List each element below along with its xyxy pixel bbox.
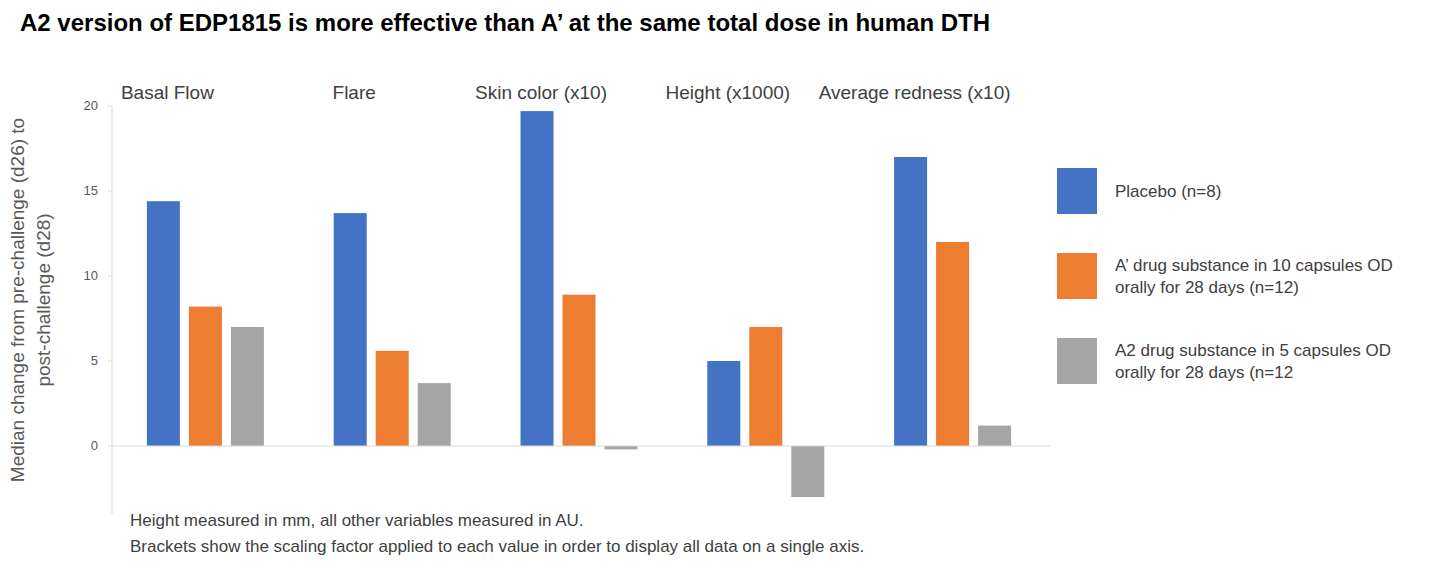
bar — [147, 201, 180, 446]
bar — [605, 446, 638, 449]
bar — [189, 307, 222, 446]
y-tick-label: 20 — [84, 98, 98, 113]
text-line: post-challenge (d28) — [33, 213, 54, 386]
category-label: Flare — [333, 82, 376, 103]
legend-label: A2 drug substance in 5 capsules OD orally… — [1115, 341, 1391, 382]
bar — [521, 111, 554, 446]
y-tick — [108, 191, 112, 192]
text-line: A2 drug substance in 5 capsules OD — [1115, 341, 1391, 360]
y-axis-line — [112, 106, 113, 514]
bar — [894, 157, 927, 446]
y-tick — [108, 361, 112, 362]
text-line: orally for 28 days (n=12) — [1115, 278, 1299, 297]
bar — [231, 327, 264, 446]
text-line: Placebo (n=8) — [1115, 182, 1221, 201]
bar — [707, 361, 740, 446]
bar — [563, 295, 596, 446]
y-axis-label: Median change from pre-challenge (d26) t… — [7, 118, 54, 482]
legend-label: Placebo (n=8) — [1115, 182, 1221, 201]
text-line: A’ drug substance in 10 capsules OD — [1115, 256, 1393, 275]
category-label: Basal Flow — [121, 82, 214, 103]
annotation: Height measured in mm, all other variabl… — [130, 511, 584, 530]
page: {"chart_data": { "type": "bar", "title":… — [0, 0, 1430, 581]
y-tick — [108, 106, 112, 107]
category-label: Average redness (x10) — [819, 82, 1011, 103]
bar — [978, 426, 1011, 446]
title: A2 version of EDP1815 is more effective … — [20, 9, 990, 36]
annotation: Brackets show the scaling factor applied… — [130, 537, 864, 556]
bar — [376, 351, 409, 446]
y-tick — [108, 446, 112, 447]
baseline — [112, 446, 1050, 447]
bar — [936, 242, 969, 446]
y-tick-label: 10 — [84, 268, 98, 283]
bar — [418, 383, 451, 446]
category-label: Height (x1000) — [665, 82, 790, 103]
bar — [334, 213, 367, 446]
legend-swatch — [1057, 168, 1097, 214]
bar — [791, 446, 824, 497]
legend-label: A’ drug substance in 10 capsules OD orall… — [1115, 256, 1393, 297]
y-tick-label: 5 — [91, 353, 98, 368]
chart-svg: A2 version of EDP1815 is more effective … — [0, 0, 1430, 581]
legend-swatch — [1057, 338, 1097, 384]
category-label: Skin color (x10) — [475, 82, 607, 103]
bars — [147, 111, 1011, 497]
y-tick — [108, 276, 112, 277]
y-tick-label: 15 — [84, 183, 98, 198]
bar — [749, 327, 782, 446]
legend-swatch — [1057, 253, 1097, 299]
chart-container: A2 version of EDP1815 is more effective … — [0, 0, 1430, 581]
y-tick-label: 0 — [91, 438, 98, 453]
text-line: orally for 28 days (n=12 — [1115, 363, 1293, 382]
text-line: Median change from pre-challenge (d26) t… — [7, 118, 28, 482]
